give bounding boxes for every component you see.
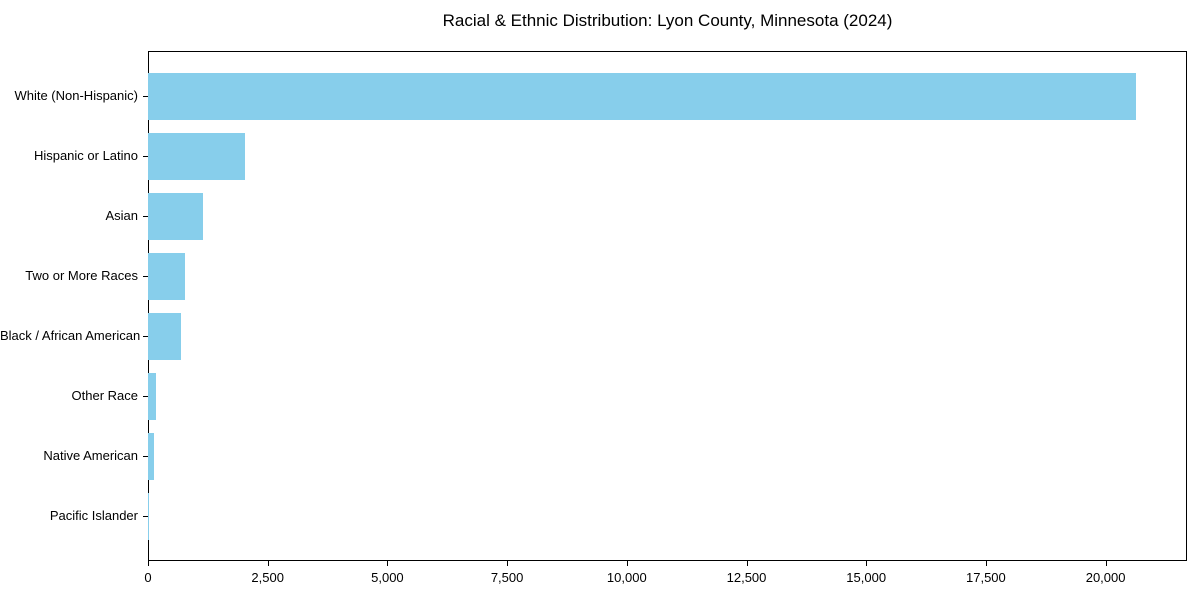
y-axis-label: White (Non-Hispanic) xyxy=(14,88,138,103)
x-axis-tick-label: 10,000 xyxy=(606,570,647,585)
y-axis-tick-mark xyxy=(143,216,148,217)
x-axis-tick-mark xyxy=(1105,561,1107,566)
y-axis-label: Black / African American xyxy=(0,328,141,343)
x-axis-tick-mark xyxy=(267,561,269,566)
x-axis-tick-mark xyxy=(507,561,509,566)
x-axis-tick-label: 2,500 xyxy=(251,570,284,585)
x-axis-tick-mark xyxy=(985,561,987,566)
bar-other-race xyxy=(148,372,157,420)
y-axis-label: Pacific Islander xyxy=(49,508,138,523)
bar-hispanic-or-latino xyxy=(148,132,245,180)
y-axis-tick-mark xyxy=(143,456,148,457)
x-axis-tick-mark xyxy=(387,561,389,566)
bar-black-african-american xyxy=(148,312,181,360)
x-axis-tick-label: 12,500 xyxy=(726,570,767,585)
y-axis-tick-mark xyxy=(143,516,148,517)
x-axis-tick-label: 20,000 xyxy=(1085,570,1126,585)
y-axis-label: Asian xyxy=(105,208,138,223)
y-axis-label: Native American xyxy=(43,448,138,463)
chart-title: Racial & Ethnic Distribution: Lyon Count… xyxy=(442,11,893,30)
y-axis-tick-mark xyxy=(143,156,148,157)
plot-area xyxy=(148,51,1187,561)
x-axis-tick-label: 17,500 xyxy=(966,570,1006,585)
y-axis-tick-mark xyxy=(143,96,148,97)
x-axis-tick-mark xyxy=(148,561,149,566)
y-axis-tick-mark xyxy=(143,396,148,397)
bar-asian xyxy=(148,192,203,240)
x-axis-tick-label: 0 xyxy=(144,570,152,585)
x-axis-tick-mark xyxy=(626,561,628,566)
x-axis-tick-label: 5,000 xyxy=(371,570,404,585)
bar-native-american xyxy=(148,432,154,480)
bar-two-or-more-races xyxy=(148,252,186,300)
y-axis-label: Other Race xyxy=(71,388,138,403)
bar-white-non-hispanic- xyxy=(148,72,1137,120)
y-axis-tick-mark xyxy=(143,336,148,337)
x-axis-tick-mark xyxy=(866,561,868,566)
x-axis-tick-label: 7,500 xyxy=(490,570,524,585)
x-axis-tick-label: 15,000 xyxy=(846,570,887,585)
y-axis-tick-mark xyxy=(143,276,148,277)
y-axis-label: Hispanic or Latino xyxy=(33,148,138,163)
x-axis-tick-mark xyxy=(746,561,748,566)
y-axis-label: Two or More Races xyxy=(25,268,138,283)
